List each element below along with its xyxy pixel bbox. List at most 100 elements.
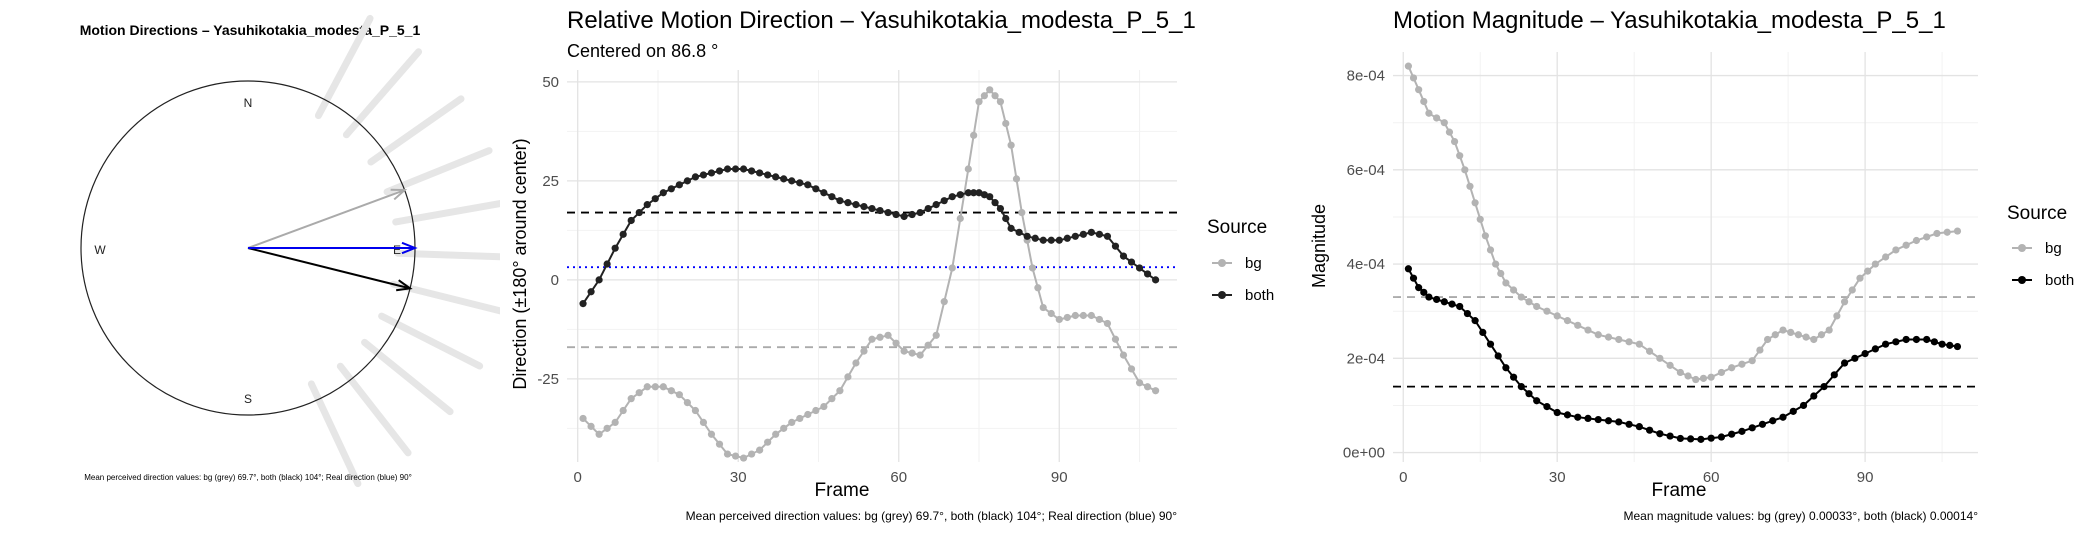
data-point-bg [1933, 229, 1941, 238]
data-point-bg [916, 351, 924, 359]
data-point-bg [1079, 311, 1087, 320]
data-point-bg [1717, 368, 1726, 377]
data-point-bg [836, 387, 844, 395]
direction-legend: Source bg both [1207, 217, 1274, 304]
data-point-both [1002, 214, 1010, 223]
direction-ray [314, 14, 374, 120]
data-point-bg [812, 406, 820, 415]
legend-key-bg-point [1218, 259, 1226, 267]
data-point-both [651, 195, 659, 203]
data-point-both [723, 165, 732, 173]
data-point-bg [667, 387, 675, 395]
data-point-bg [1476, 215, 1484, 223]
compass-south-label: S [244, 392, 252, 406]
magnitude-legend: Source bg both [2007, 203, 2074, 289]
data-point-bg [948, 264, 956, 272]
data-point-both [1479, 328, 1487, 337]
data-point-bg [1002, 119, 1010, 128]
data-point-bg [1461, 166, 1469, 174]
data-point-both [1830, 371, 1838, 379]
data-point-bg [675, 391, 683, 399]
data-point-both [1840, 359, 1849, 367]
data-point-bg [868, 335, 876, 343]
magnitude-caption: Mean magnitude values: bg (grey) 0.00033… [1624, 509, 1979, 523]
data-point-both [1923, 335, 1931, 344]
compass-north-label: N [244, 96, 253, 110]
data-point-both [1039, 236, 1047, 244]
data-point-bg [844, 373, 852, 381]
data-point-both [932, 201, 940, 209]
x-tick-label: 0 [574, 469, 582, 486]
data-point-bg [1420, 97, 1428, 106]
data-point-both [667, 185, 675, 193]
data-point-bg [1584, 326, 1592, 334]
arrowhead-both [396, 279, 413, 292]
data-point-both [1738, 427, 1746, 435]
data-point-both [1930, 338, 1938, 346]
direction-ray [361, 338, 454, 416]
data-point-bg [1912, 236, 1921, 245]
data-point-bg [1635, 340, 1643, 348]
data-point-bg [715, 440, 724, 448]
legend-label-both: both [2045, 272, 2074, 289]
series-line-bg [1407, 65, 1958, 381]
data-point-both [916, 208, 924, 217]
data-point-bg [1563, 317, 1572, 325]
data-point-bg [1095, 315, 1104, 324]
data-point-both [1525, 390, 1533, 398]
data-point-bg [956, 214, 964, 223]
data-point-bg [1063, 313, 1071, 322]
data-point-bg [1007, 141, 1015, 149]
data-point-both [1789, 407, 1797, 415]
data-point-both [924, 204, 932, 213]
compass-title: Motion Directions – Yasuhikotakia_modest… [80, 22, 421, 38]
data-point-bg [1497, 269, 1505, 278]
data-point-bg [1440, 119, 1448, 127]
data-point-both [1953, 342, 1962, 351]
data-point-both [1851, 354, 1859, 362]
data-point-both [756, 169, 764, 177]
data-point-bg [1492, 260, 1500, 268]
data-point-both [892, 210, 900, 219]
data-point-bg [691, 406, 700, 415]
data-point-bg [1456, 152, 1464, 160]
data-point-bg [1028, 264, 1037, 272]
data-point-both [627, 216, 635, 225]
y-tick-label: 25 [542, 173, 559, 190]
data-point-both [1079, 230, 1087, 238]
data-point-bg [1445, 128, 1454, 136]
arrow-bg [247, 189, 405, 249]
data-point-bg [1810, 335, 1818, 344]
magnitude-axis-ticks: 8e-04 6e-04 4e-04 2e-04 0e+00 0 30 60 90 [1343, 68, 1874, 486]
data-point-bg [731, 452, 740, 460]
data-point-bg [852, 359, 860, 367]
x-tick-label: 90 [1051, 469, 1068, 486]
data-point-both [715, 167, 724, 175]
x-tick-label: 90 [1857, 469, 1874, 486]
arrow-both [247, 247, 411, 290]
series-line-bg [582, 88, 1157, 460]
data-point-bg [876, 333, 884, 341]
data-point-bg [1135, 379, 1144, 387]
data-point-both [1902, 335, 1910, 344]
direction-y-axis-label: Direction (±180° around center) [510, 138, 530, 389]
data-point-both [1456, 302, 1464, 311]
legend-title: Source [1207, 217, 1267, 238]
data-point-both [1087, 228, 1095, 236]
data-point-bg [804, 410, 812, 419]
data-point-both [948, 193, 956, 201]
compass-chart: Motion Directions – Yasuhikotakia_modest… [80, 14, 512, 488]
data-point-both [1015, 228, 1023, 236]
data-point-both [940, 197, 948, 205]
data-point-both [1697, 435, 1705, 443]
data-point-both [1779, 413, 1787, 421]
data-point-both [1433, 295, 1441, 304]
data-point-bg [1856, 274, 1864, 282]
data-point-both [876, 206, 884, 215]
direction-ray [367, 95, 465, 166]
data-point-both [908, 210, 916, 219]
data-point-bg [651, 383, 659, 391]
data-point-bg [1543, 307, 1551, 315]
data-point-both [1420, 288, 1428, 296]
legend-label-bg: bg [1245, 255, 1262, 272]
